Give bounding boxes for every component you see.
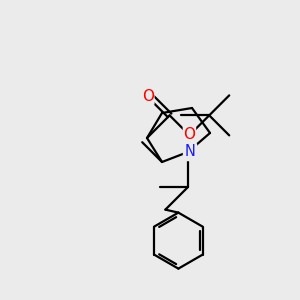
Text: O: O [142, 89, 154, 104]
Text: N: N [184, 145, 195, 160]
Text: O: O [183, 127, 195, 142]
